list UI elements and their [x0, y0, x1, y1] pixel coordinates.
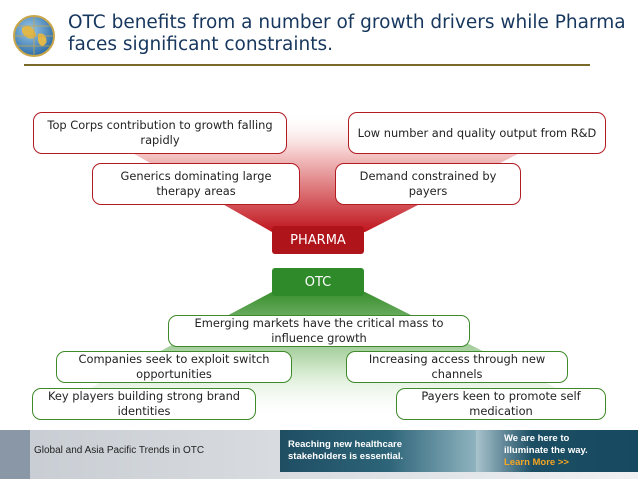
ad-banner-left-text: Reaching new healthcare stakeholders is … — [288, 439, 404, 462]
pharma-label: PHARMA — [272, 226, 364, 254]
otc-driver-label: Increasing access through new channels — [368, 352, 546, 381]
pharma-label-text: PHARMA — [290, 232, 346, 248]
globe-icon — [13, 15, 55, 57]
otc-driver-box: Increasing access through new channels — [346, 351, 568, 383]
otc-label: OTC — [272, 268, 364, 296]
footer-caption: Global and Asia Pacific Trends in OTC — [34, 445, 205, 456]
ad-banner-right-tagline: We are here to illuminate the way. — [504, 433, 588, 456]
pharma-constraint-box: Generics dominating large therapy areas — [92, 163, 300, 205]
title-line-1: OTC benefits from a number of growth dri… — [68, 12, 626, 33]
learn-more-link[interactable]: Learn More >> — [504, 457, 569, 468]
pharma-constraint-box: Low number and quality output from R&D — [348, 112, 606, 154]
otc-driver-label: Companies seek to exploit switch opportu… — [78, 352, 270, 381]
ad-banner-right[interactable]: We are here to illuminate the way. Learn… — [476, 430, 638, 472]
otc-driver-label: Emerging markets have the critical mass … — [194, 316, 444, 345]
ad-banner-right-text: We are here to illuminate the way. Learn… — [476, 433, 614, 469]
pharma-constraint-box: Demand constrained by payers — [335, 163, 521, 205]
pharma-constraint-label: Top Corps contribution to growth falling… — [47, 118, 273, 147]
pharma-constraint-box: Top Corps contribution to growth falling… — [33, 112, 287, 154]
pharma-constraint-label: Low number and quality output from R&D — [357, 125, 597, 140]
title-line-2: faces significant constraints. — [68, 34, 334, 55]
otc-driver-label: Payers keen to promote self medication — [421, 389, 581, 418]
otc-driver-box: Companies seek to exploit switch opportu… — [56, 351, 292, 383]
pharma-constraint-label: Generics dominating large therapy areas — [120, 169, 272, 198]
otc-driver-box: Payers keen to promote self medication — [396, 388, 606, 420]
otc-driver-label: Key players building strong brand identi… — [47, 389, 241, 418]
otc-driver-box: Key players building strong brand identi… — [32, 388, 256, 420]
page-title: OTC benefits from a number of growth dri… — [68, 12, 628, 56]
otc-label-text: OTC — [304, 274, 332, 290]
title-divider — [24, 64, 590, 66]
otc-driver-box: Emerging markets have the critical mass … — [168, 315, 470, 347]
ad-banner-left[interactable]: Reaching new healthcare stakeholders is … — [280, 430, 476, 472]
pharma-constraint-label: Demand constrained by payers — [359, 169, 497, 198]
